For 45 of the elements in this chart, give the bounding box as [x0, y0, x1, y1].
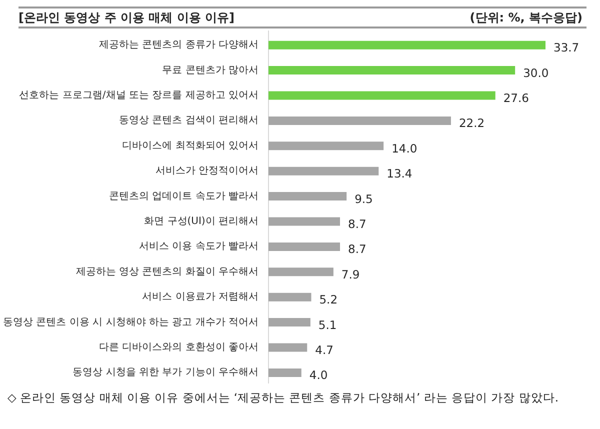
bar — [268, 242, 340, 251]
bar — [268, 217, 340, 226]
y-tick-label: 서비스 이용료가 저렴해서 — [142, 292, 258, 303]
y-tick-label: 서비스 이용 속도가 빨라서 — [138, 241, 259, 252]
y-tick-label: 선호하는 프로그램/채널 또는 장르를 제공하고 있어서 — [19, 90, 259, 101]
data-label: 14.0 — [392, 141, 418, 156]
y-tick-label: 동영상 시청을 위한 부가 기능이 우수해서 — [72, 367, 259, 378]
y-tick-label: 화면 구성(UI)이 편리해서 — [144, 216, 259, 227]
data-label: 4.0 — [309, 368, 328, 382]
bar — [268, 116, 451, 125]
data-label: 13.4 — [386, 166, 412, 181]
chart-subtitle: (단위: %, 복수응답) — [470, 10, 583, 24]
y-tick-label: 동영상 콘텐츠 검색이 편리해서 — [118, 115, 259, 126]
data-label: 27.6 — [503, 91, 529, 105]
bar — [268, 292, 312, 302]
y-tick-label: 콘텐츠의 업데이트 속도가 빨라서 — [108, 190, 259, 202]
data-label: 7.9 — [341, 267, 360, 282]
bar — [268, 268, 334, 276]
bar — [268, 91, 496, 100]
data-label: 33.7 — [554, 40, 580, 55]
y-tick-label: 동영상 콘텐츠 이용 시 시청해야 하는 광고 개수가 적어서 — [3, 316, 259, 328]
bar — [268, 142, 384, 150]
bar — [268, 192, 347, 201]
data-label: 22.2 — [458, 116, 485, 130]
data-label: 30.0 — [523, 66, 549, 80]
y-tick-label: 서비스가 안정적이어서 — [155, 166, 259, 177]
bar — [268, 318, 310, 327]
y-tick-label: 다른 디바이스와의 호환성이 좋아서 — [98, 342, 259, 353]
text: ◇ 온라인 동영상 매체 이용 이유 중에서는 ‘제공하는 콘텐츠 종류가 다양해서’ 라는 응답이 가장 많았다. — [8, 390, 558, 404]
y-tick-label: 제공하는 영상 콘텐츠의 화질이 우수해서 — [76, 266, 259, 278]
data-label: 9.5 — [354, 192, 373, 206]
data-label: 8.7 — [348, 242, 366, 256]
bar — [268, 66, 516, 75]
bar — [268, 166, 379, 176]
data-label: 8.7 — [348, 217, 366, 231]
bar — [268, 368, 302, 377]
data-label: 5.2 — [319, 292, 338, 307]
data-label: 5.1 — [318, 318, 337, 332]
y-tick-label: 무료 콘텐츠가 많아서 — [162, 64, 258, 76]
y-tick-label: 제공하는 콘텐츠의 종류가 다양해서 — [98, 40, 259, 51]
data-label: 4.7 — [315, 343, 334, 357]
bar — [268, 343, 308, 352]
bar — [268, 40, 546, 50]
text: [온라인 동영상 주 이용 매체 이용 이유] — [18, 10, 235, 24]
y-tick-label: 디바이스에 최적화되어 있어서 — [122, 140, 258, 152]
